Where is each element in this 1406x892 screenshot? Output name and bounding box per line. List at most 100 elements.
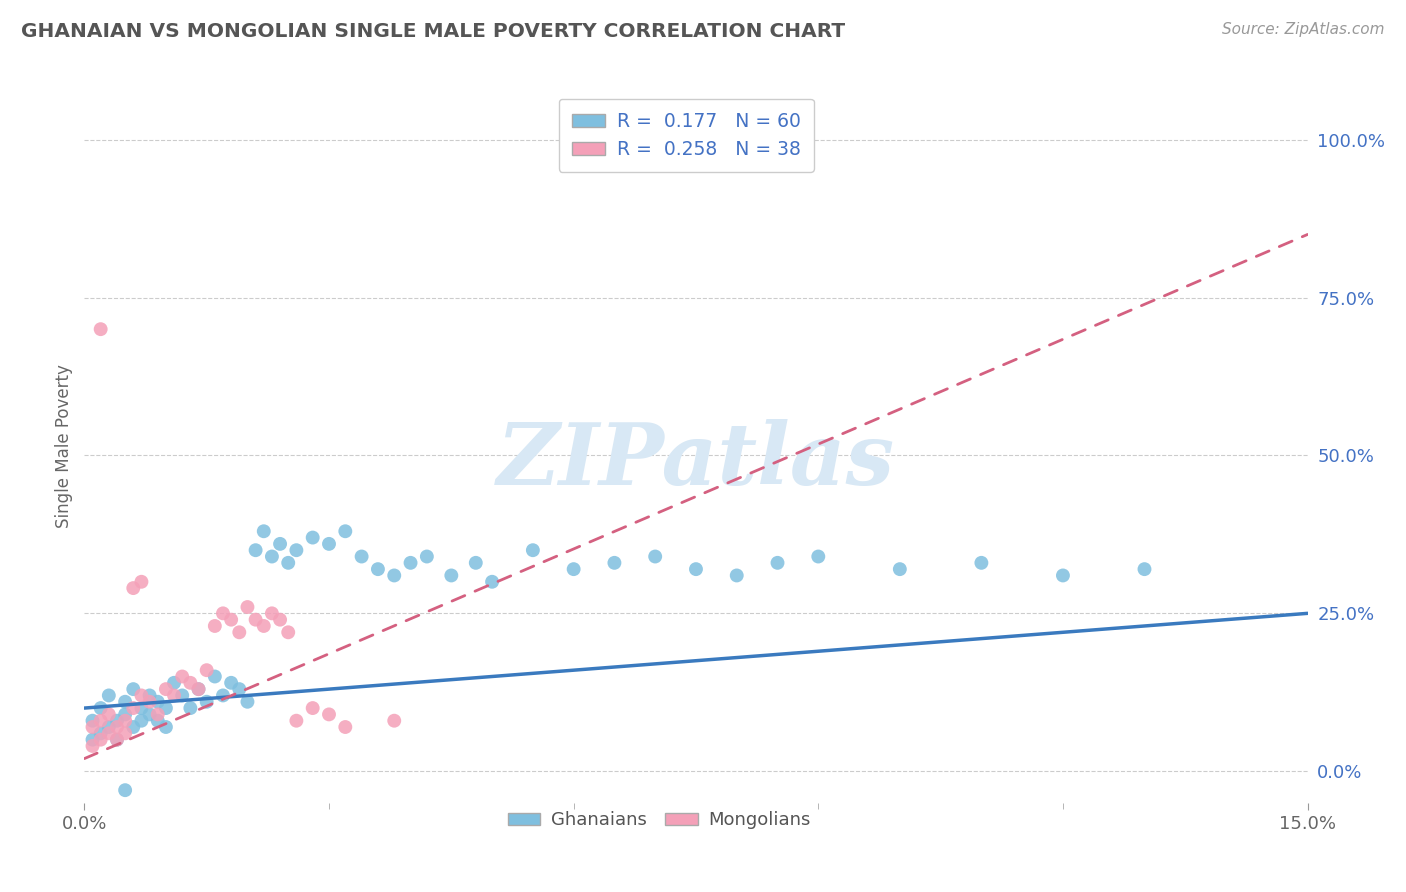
Point xyxy=(277,556,299,570)
Point xyxy=(172,689,194,703)
Point xyxy=(138,707,160,722)
Point xyxy=(285,714,308,728)
Point xyxy=(382,714,405,728)
Point xyxy=(90,322,112,336)
Point xyxy=(481,574,503,589)
Point xyxy=(440,568,463,582)
Point xyxy=(269,613,291,627)
Point xyxy=(97,707,120,722)
Point xyxy=(146,707,169,722)
Point xyxy=(163,675,186,690)
Point xyxy=(260,607,283,621)
Point xyxy=(725,568,748,582)
Point xyxy=(318,707,340,722)
Point xyxy=(114,707,136,722)
Point xyxy=(350,549,373,564)
Point xyxy=(1133,562,1156,576)
Point xyxy=(335,720,357,734)
Point xyxy=(82,720,104,734)
Point xyxy=(318,537,340,551)
Point xyxy=(970,556,993,570)
Text: ZIPatlas: ZIPatlas xyxy=(496,418,896,502)
Point xyxy=(146,714,169,728)
Point xyxy=(219,613,242,627)
Point xyxy=(245,613,267,627)
Point xyxy=(163,689,186,703)
Point xyxy=(138,689,160,703)
Point xyxy=(285,543,308,558)
Point xyxy=(105,714,128,728)
Point xyxy=(382,568,405,582)
Point xyxy=(114,714,136,728)
Point xyxy=(122,701,145,715)
Point xyxy=(105,720,128,734)
Point xyxy=(97,720,120,734)
Point xyxy=(114,783,136,797)
Point xyxy=(187,682,209,697)
Point xyxy=(179,675,201,690)
Point xyxy=(105,732,128,747)
Point xyxy=(807,549,830,564)
Point xyxy=(82,714,104,728)
Point xyxy=(105,732,128,747)
Point xyxy=(219,675,242,690)
Point xyxy=(172,669,194,683)
Point xyxy=(766,556,789,570)
Point xyxy=(1052,568,1074,582)
Point xyxy=(82,739,104,753)
Point xyxy=(212,607,235,621)
Point xyxy=(562,562,585,576)
Point xyxy=(122,581,145,595)
Y-axis label: Single Male Poverty: Single Male Poverty xyxy=(55,364,73,528)
Point xyxy=(253,524,276,539)
Point xyxy=(204,619,226,633)
Point xyxy=(131,574,153,589)
Point xyxy=(131,714,153,728)
Text: Source: ZipAtlas.com: Source: ZipAtlas.com xyxy=(1222,22,1385,37)
Point xyxy=(889,562,911,576)
Point xyxy=(90,701,112,715)
Point xyxy=(97,726,120,740)
Point xyxy=(155,701,177,715)
Point xyxy=(236,695,259,709)
Point xyxy=(464,556,486,570)
Point xyxy=(195,663,218,677)
Point xyxy=(685,562,707,576)
Point xyxy=(114,695,136,709)
Point xyxy=(644,549,666,564)
Point xyxy=(253,619,276,633)
Point xyxy=(90,726,112,740)
Point xyxy=(212,689,235,703)
Point xyxy=(301,701,323,715)
Point xyxy=(245,543,267,558)
Point xyxy=(187,682,209,697)
Legend: Ghanaians, Mongolians: Ghanaians, Mongolians xyxy=(501,805,818,837)
Point xyxy=(114,726,136,740)
Point xyxy=(236,600,259,615)
Point xyxy=(416,549,439,564)
Point xyxy=(228,625,250,640)
Point xyxy=(122,720,145,734)
Point xyxy=(97,689,120,703)
Point xyxy=(146,695,169,709)
Point xyxy=(195,695,218,709)
Point xyxy=(138,695,160,709)
Point xyxy=(179,701,201,715)
Point xyxy=(277,625,299,640)
Point xyxy=(122,682,145,697)
Point xyxy=(228,682,250,697)
Point xyxy=(399,556,422,570)
Point xyxy=(269,537,291,551)
Text: GHANAIAN VS MONGOLIAN SINGLE MALE POVERTY CORRELATION CHART: GHANAIAN VS MONGOLIAN SINGLE MALE POVERT… xyxy=(21,22,845,41)
Point xyxy=(603,556,626,570)
Point xyxy=(82,732,104,747)
Point xyxy=(131,689,153,703)
Point xyxy=(155,720,177,734)
Point xyxy=(155,682,177,697)
Point xyxy=(90,714,112,728)
Point xyxy=(131,701,153,715)
Point xyxy=(260,549,283,564)
Point xyxy=(301,531,323,545)
Point xyxy=(204,669,226,683)
Point xyxy=(335,524,357,539)
